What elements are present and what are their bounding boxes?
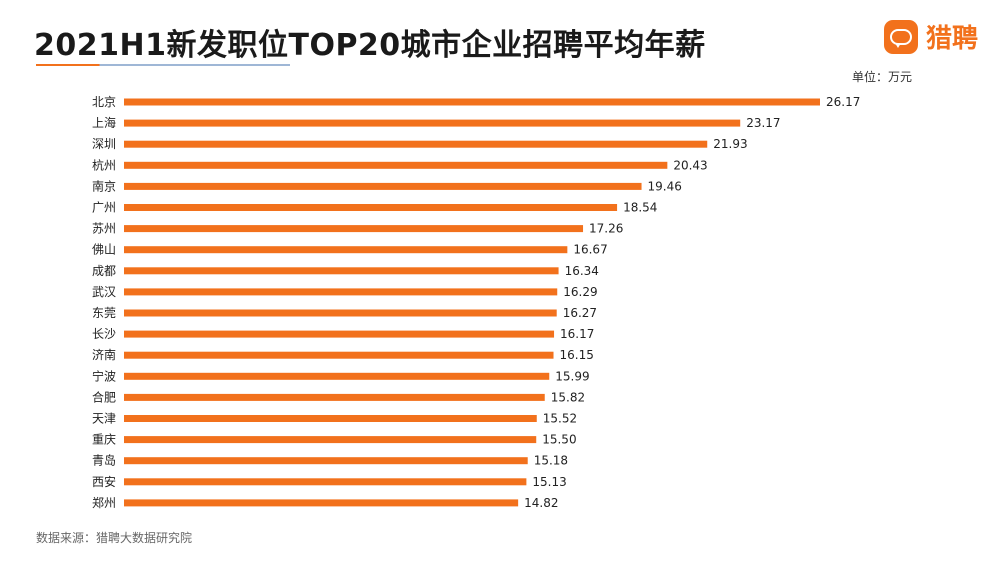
value-label: 16.34 <box>565 264 599 278</box>
value-label: 16.29 <box>563 285 597 299</box>
category-label: 成都 <box>92 264 116 278</box>
bar <box>124 288 558 296</box>
value-label: 18.54 <box>623 201 657 215</box>
value-label: 15.50 <box>542 433 576 447</box>
category-label: 郑州 <box>92 495 116 510</box>
bar <box>124 415 537 422</box>
bar <box>124 330 555 338</box>
bar <box>124 98 820 106</box>
category-label: 长沙 <box>92 327 116 341</box>
value-label: 16.27 <box>563 306 597 320</box>
bar <box>124 119 741 127</box>
bar <box>124 182 642 190</box>
bar <box>124 267 559 275</box>
bar <box>124 499 519 507</box>
category-label: 上海 <box>92 115 116 130</box>
liepin-logo-icon <box>883 19 918 54</box>
page-title: 2021H1新发职位TOP20城市企业招聘平均年薪 <box>34 28 706 63</box>
category-label: 武汉 <box>92 285 116 299</box>
category-label: 重庆 <box>92 433 116 447</box>
value-label: 15.99 <box>555 369 589 383</box>
category-label: 佛山 <box>92 243 116 257</box>
value-label: 19.46 <box>648 179 682 193</box>
value-label: 14.82 <box>524 496 558 510</box>
title-underline <box>36 64 290 66</box>
category-label: 东莞 <box>92 306 116 320</box>
category-label: 青岛 <box>92 453 116 468</box>
value-label: 16.15 <box>560 348 594 362</box>
bar <box>124 225 584 233</box>
bar <box>124 246 568 254</box>
category-label: 合肥 <box>92 389 116 404</box>
category-label: 杭州 <box>92 157 116 172</box>
brand-name: 猎聘 <box>925 24 978 54</box>
bar <box>124 436 537 444</box>
category-label: 苏州 <box>92 222 116 236</box>
value-label: 21.93 <box>713 137 747 151</box>
bar <box>124 457 528 465</box>
value-label: 20.43 <box>673 158 707 172</box>
bar <box>124 204 618 211</box>
bar <box>124 393 545 401</box>
value-label: 15.13 <box>532 475 566 489</box>
category-label: 深圳 <box>92 137 116 151</box>
category-label: 广州 <box>92 201 116 215</box>
bar <box>124 161 668 169</box>
category-label: 北京 <box>92 95 116 109</box>
value-label: 17.26 <box>589 222 623 236</box>
bar <box>124 372 550 380</box>
category-label: 西安 <box>92 474 116 489</box>
value-label: 15.52 <box>543 412 577 426</box>
category-label: 天津 <box>92 412 116 426</box>
bar <box>124 309 557 317</box>
value-label: 23.17 <box>746 116 780 130</box>
category-label: 济南 <box>92 347 116 362</box>
unit-label: 单位：万元 <box>851 70 912 84</box>
data-source-note: 数据来源：猎聘大数据研究院 <box>36 531 193 545</box>
value-label: 16.17 <box>560 327 594 341</box>
bar <box>124 478 527 486</box>
brand-logo: 猎聘 <box>883 18 978 55</box>
value-label: 26.17 <box>826 95 860 109</box>
category-label: 宁波 <box>92 368 116 383</box>
bar <box>124 140 708 148</box>
category-label: 南京 <box>92 178 116 193</box>
bar <box>124 351 554 359</box>
value-label: 16.67 <box>573 243 607 257</box>
value-label: 15.82 <box>551 390 585 404</box>
value-label: 15.18 <box>534 454 568 468</box>
